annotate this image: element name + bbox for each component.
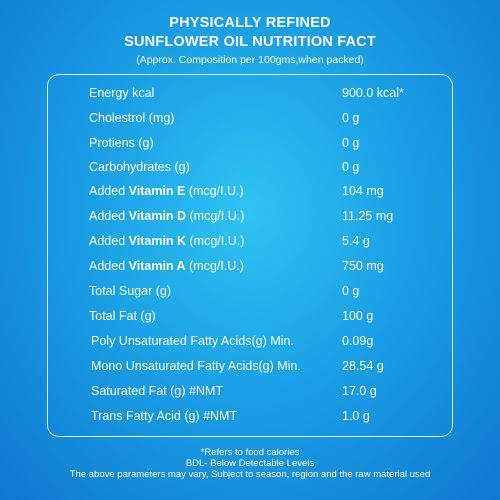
row-label: Total Fat (g) xyxy=(89,309,156,323)
nutrition-row-mono-unsaturated: Mono Unsaturated Fatty Acids(g) Min. 28.… xyxy=(0,359,500,379)
row-label: Added Vitamin E (mcg/I.U.) xyxy=(89,184,244,198)
footnote-calories: *Refers to food calories xyxy=(200,447,300,458)
nutrition-row-saturated-fat: Saturated Fat (g) #NMT 17.0 g xyxy=(0,384,500,404)
nutrition-row-vitamin-d: Added Vitamin D (mcg/I.U.) 11.25 mg xyxy=(0,209,500,229)
row-value: 900.0 kcal* xyxy=(342,86,404,100)
label-vitamin: Vitamin E xyxy=(128,184,186,198)
header: PHYSICALLY REFINED SUNFLOWER OIL NUTRITI… xyxy=(0,14,500,68)
nutrition-row-poly-unsaturated: Poly Unsaturated Fatty Acids(g) Min. 0.0… xyxy=(0,334,500,354)
row-value: 5.4 g xyxy=(342,234,370,248)
label-prefix: Added xyxy=(89,259,129,273)
row-value: 1.0 g xyxy=(342,409,370,423)
row-label: Mono Unsaturated Fatty Acids(g) Min. xyxy=(91,359,301,373)
row-value: 0 g xyxy=(342,136,360,150)
label-unit: (mcg/I.U.) xyxy=(186,209,245,223)
label-unit: (mcg/I.U.) xyxy=(186,234,245,248)
title-line-2: SUNFLOWER OIL NUTRITION FACT xyxy=(124,34,376,50)
row-value: 104 mg xyxy=(342,184,384,198)
label-prefix: Added xyxy=(89,234,129,248)
row-label: Cholestrol (mg) xyxy=(89,111,175,125)
nutrition-row-protiens: Protiens (g) 0 g xyxy=(0,136,500,156)
row-label: Added Vitamin D (mcg/I.U.) xyxy=(89,209,244,223)
nutrition-row-total-fat: Total Fat (g) 100 g xyxy=(0,309,500,329)
footnote-disclaimer: The above parameters may vary, Subject t… xyxy=(69,469,431,480)
footnote-bdl: BDL- Below Detectable Levels xyxy=(185,458,315,469)
row-value: 100 g xyxy=(342,309,374,323)
nutrition-row-trans-fat: Trans Fatty Acid (g) #NMT 1.0 g xyxy=(0,409,500,429)
row-value: 750 mg xyxy=(342,259,384,273)
subtitle: (Approx. Composition per 100gms,when pac… xyxy=(136,54,364,66)
label-unit: (mcg/I.U.) xyxy=(185,259,244,273)
row-value: 0 g xyxy=(342,284,360,298)
row-value: 11.25 mg xyxy=(342,209,394,223)
row-value: 17.0 g xyxy=(342,384,377,398)
row-label: Total Sugar (g) xyxy=(89,284,171,298)
row-label: Energy kcal xyxy=(89,86,155,100)
nutrition-row-vitamin-a: Added Vitamin A (mcg/I.U.) 750 mg xyxy=(0,259,500,279)
label-vitamin: Vitamin D xyxy=(128,209,187,223)
title-line-1: PHYSICALLY REFINED xyxy=(169,15,331,31)
row-label: Added Vitamin K (mcg/I.U.) xyxy=(89,234,244,248)
row-value: 0 g xyxy=(342,111,360,125)
row-value: 0 g xyxy=(342,160,360,174)
label-unit: (mcg/I.U.) xyxy=(185,184,244,198)
row-value: 0.09g xyxy=(342,334,374,348)
nutrition-row-carbohydrates: Carbohydrates (g) 0 g xyxy=(0,160,500,180)
footer-notes: *Refers to food calories BDL- Below Dete… xyxy=(0,447,500,480)
row-label: Carbohydrates (g) xyxy=(89,160,190,174)
nutrition-row-vitamin-k: Added Vitamin K (mcg/I.U.) 5.4 g xyxy=(0,234,500,254)
label-vitamin: Vitamin A xyxy=(128,259,186,273)
row-label: Protiens (g) xyxy=(89,136,154,150)
nutrition-panel xyxy=(47,74,453,437)
row-label: Trans Fatty Acid (g) #NMT xyxy=(91,409,238,423)
nutrition-row-vitamin-e: Added Vitamin E (mcg/I.U.) 104 mg xyxy=(0,184,500,204)
nutrition-row-total-sugar: Total Sugar (g) 0 g xyxy=(0,284,500,304)
label-vitamin: Vitamin K xyxy=(128,234,187,248)
label-prefix: Added xyxy=(89,209,129,223)
row-label: Added Vitamin A (mcg/I.U.) xyxy=(89,259,244,273)
row-value: 28.54 g xyxy=(342,359,384,373)
label-prefix: Added xyxy=(89,184,129,198)
row-label: Saturated Fat (g) #NMT xyxy=(91,384,223,398)
nutrition-row-cholestrol: Cholestrol (mg) 0 g xyxy=(0,111,500,131)
nutrition-row-energy: Energy kcal 900.0 kcal* xyxy=(0,86,500,106)
row-label: Poly Unsaturated Fatty Acids(g) Min. xyxy=(91,334,294,348)
